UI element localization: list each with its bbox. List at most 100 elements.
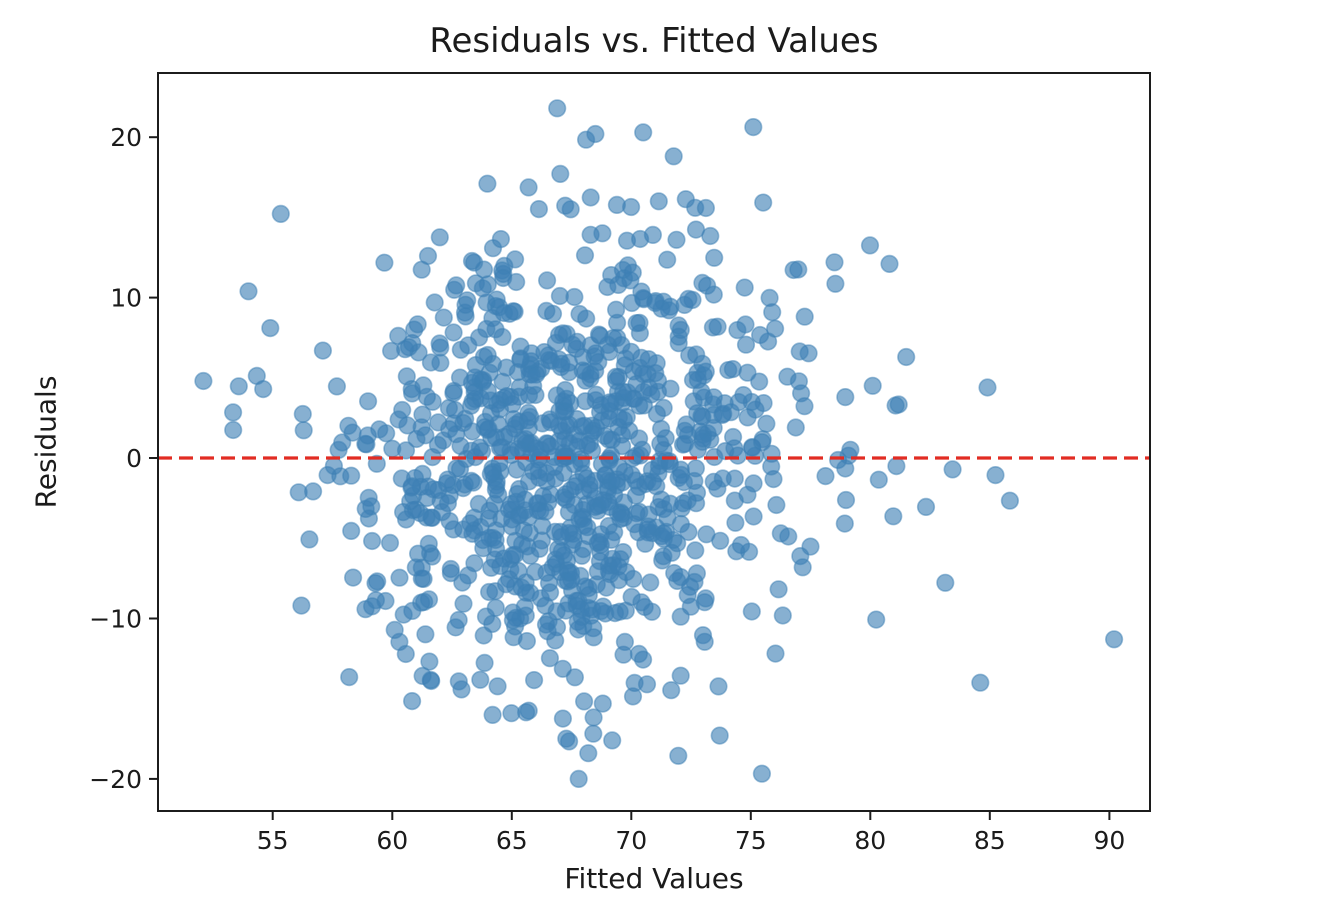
scatter-point: [602, 430, 622, 449]
scatter-point: [603, 731, 622, 750]
scatter-point: [656, 451, 676, 470]
scatter-point: [754, 193, 773, 212]
scatter-point: [667, 230, 686, 249]
scatter-point: [434, 308, 453, 327]
scatter-point: [342, 521, 361, 541]
scatter-point: [711, 531, 730, 550]
scatter-point: [725, 491, 744, 510]
scatter-point: [450, 368, 470, 387]
scatter-point: [424, 480, 443, 499]
scatter-point: [293, 404, 312, 424]
scatter-point: [614, 645, 633, 664]
scatter-point: [575, 246, 595, 265]
scatter-point: [762, 457, 781, 476]
scatter-point: [767, 495, 786, 515]
scatter-point: [626, 471, 646, 490]
scatter-point: [744, 507, 763, 526]
scatter-point: [390, 568, 409, 587]
scatter-point: [600, 342, 619, 362]
scatter-point: [540, 649, 560, 668]
scatter-point: [863, 376, 882, 395]
scatter-point: [637, 675, 657, 694]
scatter-point: [607, 195, 627, 214]
scatter-point: [403, 691, 422, 711]
scatter-point: [359, 488, 378, 507]
scatter-point: [736, 335, 756, 354]
scatter-point: [887, 457, 906, 476]
scatter-point: [447, 425, 466, 444]
scatter-point: [584, 724, 603, 743]
scatter-point: [649, 192, 668, 211]
scatter-point: [565, 287, 584, 307]
scatter-point: [636, 534, 655, 553]
scatter-point: [294, 421, 313, 440]
scatter-point: [471, 389, 490, 408]
scatter-point: [480, 501, 499, 520]
scatter-point: [483, 705, 502, 725]
scatter-point: [634, 123, 653, 142]
scatter-point: [585, 497, 605, 517]
scatter-point: [744, 117, 763, 137]
scatter-point: [397, 367, 416, 386]
scatter-point: [816, 467, 835, 486]
scatter-point: [366, 574, 385, 593]
scatter-point: [408, 315, 427, 334]
scatter-point: [450, 459, 470, 479]
scatter-point: [686, 459, 706, 478]
scatter-point: [333, 433, 352, 452]
scatter-point: [577, 309, 596, 328]
scatter-point: [552, 542, 571, 561]
scatter-point: [549, 432, 568, 451]
scatter-point: [491, 230, 511, 249]
scatter-point: [524, 670, 544, 690]
scatter-point: [300, 530, 319, 549]
scatter-point: [471, 670, 490, 689]
scatter-point: [723, 360, 743, 379]
scatter-point: [656, 522, 676, 541]
scatter-point: [344, 568, 363, 587]
scatter-point: [581, 188, 600, 207]
y-axis-label: Residuals: [29, 375, 63, 509]
scatter-point: [574, 692, 594, 711]
scatter-point: [709, 677, 728, 696]
scatter-point: [735, 278, 754, 297]
scatter-point: [836, 490, 856, 510]
y-tick-label: 20: [110, 123, 142, 152]
scatter-point: [342, 466, 361, 485]
scatter-point: [194, 371, 213, 391]
scatter-point: [936, 573, 955, 592]
x-tick-label: 85: [974, 826, 1006, 855]
scatter-point: [734, 386, 753, 405]
y-tick-label: −10: [89, 605, 142, 634]
x-tick-label: 55: [257, 826, 289, 855]
scatter-point: [327, 377, 347, 396]
scatter-point: [688, 370, 708, 390]
scatter-point: [626, 446, 646, 465]
scatter-point: [686, 541, 705, 560]
scatter-point: [547, 386, 566, 405]
scatter-point: [447, 276, 466, 295]
scatter-point: [616, 601, 635, 620]
scatter-point: [559, 563, 578, 582]
scatter-point: [376, 591, 395, 611]
scatter-point: [672, 499, 691, 518]
scatter-point: [441, 559, 460, 579]
scatter-point: [394, 502, 413, 522]
scatter-point: [799, 344, 818, 363]
scatter-point: [971, 673, 990, 692]
scatter-point: [416, 625, 435, 644]
scatter-point: [696, 589, 715, 608]
scatter-point: [380, 533, 400, 553]
scatter-point: [647, 354, 666, 373]
scatter-point: [623, 263, 642, 282]
scatter-point: [459, 566, 478, 585]
scatter-point: [773, 606, 792, 625]
scatter-point: [869, 470, 888, 489]
scatter-point: [757, 414, 776, 433]
scatter-point: [569, 620, 588, 639]
scatter-point: [466, 356, 485, 375]
y-tick-label: 0: [126, 444, 142, 473]
scatter-point: [897, 347, 916, 367]
scatter-point: [596, 604, 615, 623]
